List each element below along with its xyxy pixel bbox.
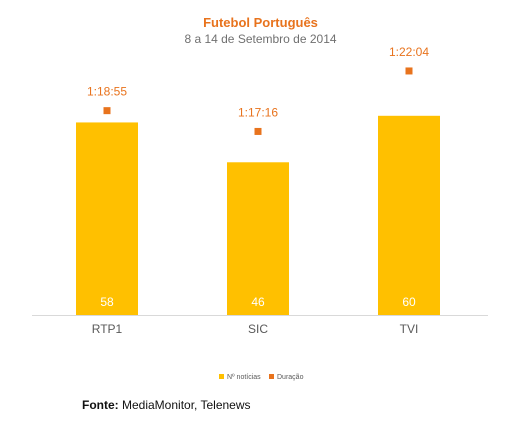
legend-swatch-noticias (219, 374, 224, 379)
duration-label-tvi: 1:22:04 (389, 45, 429, 59)
legend-label-duracao: Duração (277, 374, 304, 381)
x-tick-label-tvi: TVI (400, 322, 419, 336)
legend-label-noticias: Nº notícias (227, 374, 261, 381)
chart-title: Futebol Português (203, 15, 318, 30)
bar-value-label-rtp1: 58 (100, 295, 114, 309)
bar-value-label-sic: 46 (251, 295, 265, 309)
legend-swatch-duracao (269, 374, 274, 379)
chart: Futebol Português 8 a 14 de Setembro de … (32, 15, 488, 381)
duration-label-rtp1: 1:18:55 (87, 85, 127, 99)
x-tick-label-rtp1: RTP1 (92, 322, 123, 336)
source-label: Fonte: (82, 398, 119, 412)
bar-tvi (378, 115, 440, 315)
bar-value-label-tvi: 60 (402, 295, 416, 309)
chart-subtitle: 8 a 14 de Setembro de 2014 (184, 32, 337, 46)
source-note: Fonte: MediaMonitor, Telenews (82, 398, 251, 412)
duration-marker-tvi (405, 67, 413, 75)
bar-sic (227, 162, 289, 315)
source-text: MediaMonitor, Telenews (122, 398, 251, 412)
bar-rtp1 (76, 122, 138, 315)
x-tick-label-sic: SIC (248, 322, 268, 336)
chart-plot: 58 1:18:55 RTP1 46 1:17:16 SIC 60 1:22:04 TVI Nº … (32, 45, 488, 381)
duration-marker-rtp1 (103, 107, 111, 115)
duration-label-sic: 1:17:16 (238, 105, 278, 119)
duration-marker-sic (254, 127, 262, 135)
